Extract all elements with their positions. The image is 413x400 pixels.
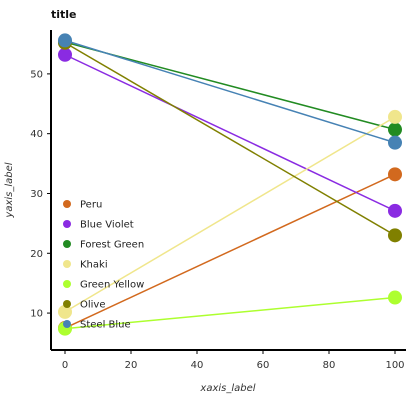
data-point [58,47,72,62]
series-line [64,39,396,144]
legend-item: Steel Blue [63,320,131,331]
data-point [388,290,402,305]
legend-marker [63,300,71,308]
legend-marker [63,220,71,228]
series-layer [58,33,402,336]
legend-marker [63,320,71,328]
axes [50,30,406,351]
legend-label: Green Yellow [80,280,144,291]
y-tick-label: 10 [30,309,43,320]
data-point [58,304,72,319]
chart-title: title [51,8,77,21]
series-forest-green [58,35,402,137]
series-line [64,296,396,330]
series-khaki [58,109,402,319]
legend-item: Khaki [63,260,108,271]
x-tick-label: 20 [125,360,138,371]
series-line [64,42,396,236]
series-line [64,173,396,329]
legend-item: Blue Violet [63,220,134,231]
legend-item: Forest Green [63,240,144,251]
x-tick-label: 80 [323,360,336,371]
legend-label: Olive [80,300,106,311]
y-tick-label: 30 [30,189,43,200]
legend-marker [63,200,71,208]
series-olive [58,35,402,243]
legend-label: Steel Blue [80,320,131,331]
legend-item: Olive [63,300,106,311]
x-axis-title: xaxis_label [199,383,255,394]
series-line [64,54,396,212]
legend-marker [63,280,71,288]
legend-item: Peru [63,200,102,211]
data-point [388,122,402,137]
legend-marker [63,260,71,268]
data-point [388,109,402,124]
data-point [388,167,402,182]
ticks: 0 20 40 60 80 100 10 20 30 40 50 [30,69,404,371]
legend-marker [63,240,71,248]
series-green-yellow [58,290,402,336]
series-peru [58,167,402,336]
legend-label: Blue Violet [80,220,134,231]
y-tick-label: 20 [30,249,43,260]
series-steel-blue [58,33,402,150]
legend-label: Khaki [80,260,108,271]
data-point [388,135,402,150]
data-point [388,228,402,243]
data-point [388,203,402,218]
legend: Peru Blue Violet Forest Green Khaki Green Ye… [63,200,144,331]
y-tick-label: 40 [30,129,43,140]
legend-item: Green Yellow [63,280,144,291]
series-blue-violet [58,47,402,218]
x-tick-label: 0 [62,360,68,371]
legend-label: Peru [80,200,102,211]
y-tick-label: 50 [30,69,43,80]
data-point [58,33,72,48]
series-line [64,116,396,313]
legend-label: Forest Green [80,240,144,251]
x-tick-label: 100 [385,360,404,371]
x-tick-label: 60 [257,360,270,371]
x-tick-label: 40 [191,360,204,371]
y-axis-title: yaxis_label [4,162,15,218]
